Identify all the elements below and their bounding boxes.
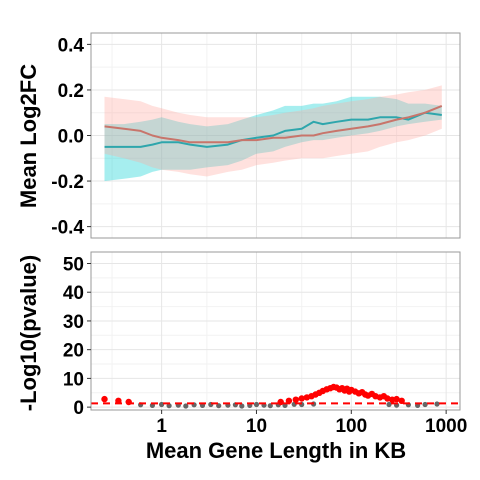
bottom-series-0-point [434, 401, 439, 406]
top-y-tick-label: 0.0 [58, 127, 84, 148]
bottom-y-tick-label: 40 [63, 283, 84, 304]
x-tick-label: 1 [156, 416, 167, 437]
top-y-tick-label: 0.2 [58, 81, 84, 102]
top-y-tick-label: -0.2 [51, 172, 84, 193]
bottom-y-tick-label: 0 [73, 398, 84, 419]
top-panel: -0.4 -0.2 0.0 0.2 0.4 [51, 33, 460, 239]
bottom-y-tick-label: 10 [63, 369, 84, 390]
bottom-series-1-point [101, 396, 107, 402]
bottom-series-0-point [423, 402, 428, 407]
bottom-series-1-point [278, 399, 284, 405]
bottom-plot-background [91, 252, 460, 410]
bottom-y-tick-label: 20 [63, 341, 84, 362]
top-y-axis-title: Mean Log2FC [16, 64, 41, 208]
bottom-panel: 0 10 20 30 40 50 1 10 100 1000 [63, 252, 467, 437]
bottom-series-1-point [293, 397, 299, 403]
bottom-series-0-point [386, 402, 391, 407]
x-tick-label: 10 [246, 416, 267, 437]
top-y-tick-label: -0.4 [51, 218, 84, 239]
bottom-y-axis-title: -Log10(pvalue) [16, 255, 41, 411]
x-tick-label: 100 [335, 416, 367, 437]
bottom-y-tick-label: 50 [63, 254, 84, 275]
bottom-series-0-point [254, 402, 259, 407]
bottom-y-tick-label: 30 [63, 312, 84, 333]
x-axis-title: Mean Gene Length in KB [146, 438, 406, 463]
top-y-tick-label: 0.4 [58, 35, 85, 56]
x-tick-label: 1000 [425, 416, 467, 437]
